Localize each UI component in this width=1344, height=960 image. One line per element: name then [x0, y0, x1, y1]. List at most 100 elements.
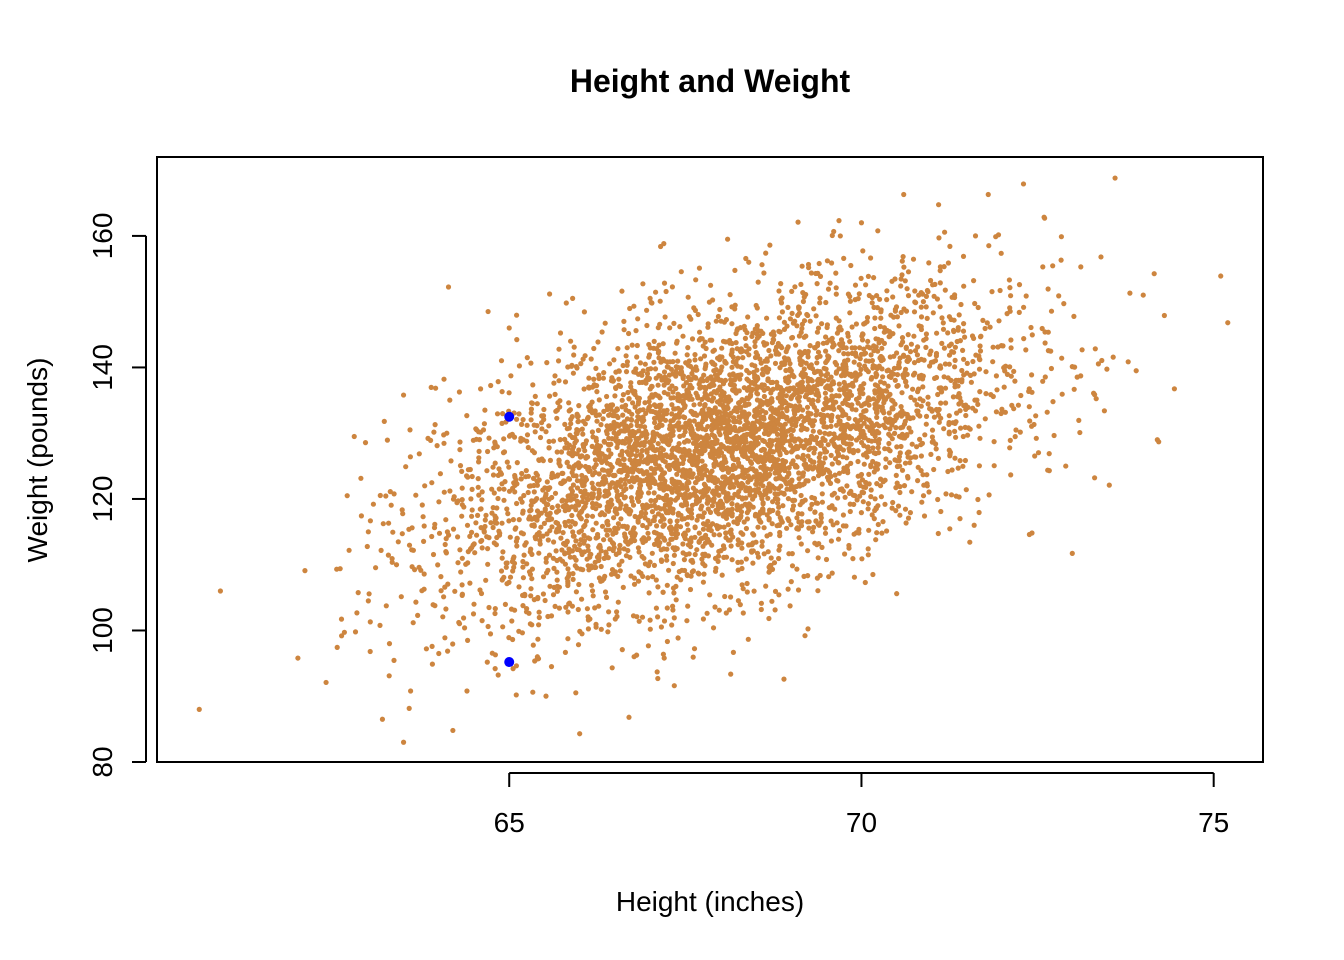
data-point — [823, 348, 829, 354]
data-point — [733, 358, 739, 365]
data-point — [631, 575, 638, 581]
data-point — [556, 605, 563, 611]
data-point — [701, 435, 708, 441]
data-point — [480, 427, 487, 433]
data-point — [1000, 343, 1006, 349]
data-point — [865, 338, 871, 344]
data-point — [445, 648, 451, 654]
data-point — [636, 618, 642, 624]
data-point — [860, 499, 866, 505]
data-point — [593, 365, 599, 371]
data-point — [759, 384, 765, 391]
data-point — [664, 605, 670, 611]
data-point — [565, 636, 571, 642]
data-point — [864, 424, 870, 430]
data-point — [436, 499, 442, 505]
data-point — [689, 336, 696, 342]
data-point — [418, 567, 424, 573]
data-point — [878, 353, 884, 360]
data-point — [589, 588, 596, 594]
data-point — [540, 591, 547, 597]
data-point — [510, 556, 516, 562]
data-point — [669, 476, 675, 482]
data-point — [554, 449, 560, 455]
data-point — [358, 513, 364, 519]
data-point — [915, 389, 921, 395]
data-point — [1071, 386, 1077, 392]
data-point — [695, 311, 701, 318]
data-point — [859, 477, 866, 483]
data-point — [524, 355, 530, 361]
data-point — [887, 391, 893, 397]
data-point — [588, 356, 594, 362]
data-point — [478, 386, 484, 392]
data-point — [716, 492, 722, 498]
data-point — [856, 291, 862, 297]
data-point — [664, 557, 670, 563]
data-point — [959, 367, 965, 374]
data-point — [569, 519, 575, 525]
data-point — [634, 342, 640, 349]
data-point — [415, 612, 421, 618]
data-point — [421, 538, 427, 545]
data-point — [637, 360, 644, 366]
data-point — [609, 665, 615, 671]
data-point — [341, 629, 347, 635]
data-point — [852, 493, 858, 499]
data-point — [820, 435, 826, 441]
data-point — [688, 511, 695, 517]
data-point — [671, 683, 677, 689]
data-point — [659, 513, 665, 519]
data-point — [664, 638, 671, 645]
data-point — [814, 281, 820, 287]
data-point — [857, 426, 863, 433]
data-point — [903, 379, 909, 385]
data-point — [738, 464, 745, 470]
data-point — [875, 228, 881, 234]
data-point — [883, 456, 889, 462]
data-point — [828, 452, 834, 458]
data-point — [620, 584, 626, 591]
data-point — [811, 445, 817, 451]
data-point — [670, 510, 676, 516]
data-point — [365, 529, 371, 535]
data-point — [654, 346, 660, 352]
data-point — [1040, 264, 1046, 270]
data-point — [997, 287, 1003, 294]
data-point — [604, 520, 610, 527]
data-point — [690, 454, 696, 460]
data-point — [925, 401, 931, 407]
data-point — [619, 397, 625, 403]
data-point — [1104, 366, 1110, 372]
data-point — [709, 503, 716, 509]
data-point — [626, 330, 632, 337]
data-point — [918, 453, 925, 459]
data-point — [841, 440, 847, 446]
data-point — [850, 447, 857, 453]
data-point — [547, 517, 553, 523]
data-point — [623, 402, 629, 408]
data-point — [758, 600, 765, 606]
data-point — [793, 342, 799, 348]
data-point — [478, 538, 484, 545]
data-point — [700, 521, 707, 527]
data-point — [694, 517, 700, 523]
data-point — [675, 465, 681, 471]
data-point — [645, 481, 652, 488]
data-point — [646, 399, 652, 405]
data-point — [603, 551, 609, 557]
data-point — [743, 349, 750, 355]
data-point — [711, 496, 717, 502]
data-point — [605, 488, 611, 494]
data-point — [704, 610, 710, 616]
data-point — [931, 466, 937, 473]
data-point — [705, 518, 711, 525]
data-point — [741, 439, 748, 445]
data-point — [459, 582, 465, 588]
data-point — [653, 466, 659, 472]
y-tick-label: 80 — [87, 746, 118, 777]
data-point — [781, 398, 788, 404]
data-point — [620, 392, 627, 398]
data-point — [844, 401, 851, 408]
data-point — [667, 518, 673, 524]
